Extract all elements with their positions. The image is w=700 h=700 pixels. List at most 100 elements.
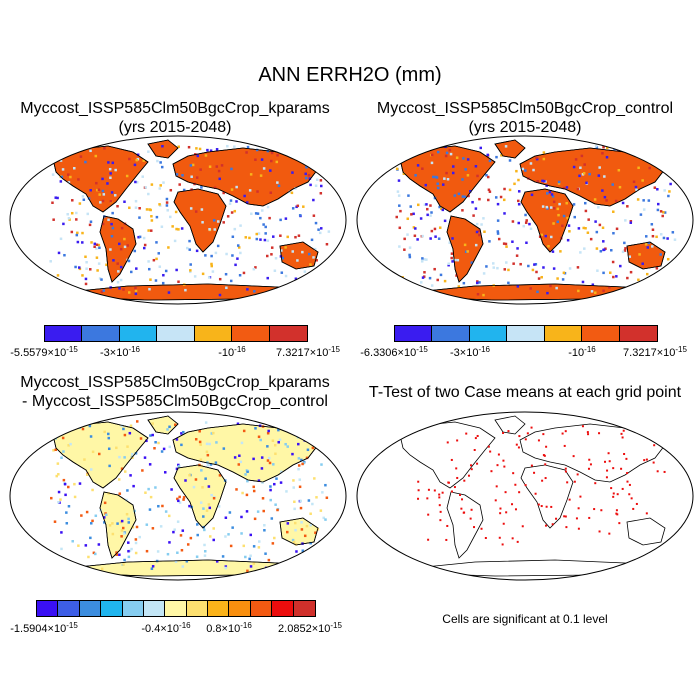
grid-cell (103, 215, 106, 218)
grid-cell (412, 226, 416, 229)
grid-cell (210, 262, 213, 266)
grid-cell (130, 452, 134, 456)
grid-cell (275, 477, 278, 480)
grid-cell (201, 272, 205, 276)
grid-cell (323, 150, 327, 154)
colorbar-difference-label-max: 2.0852×10-15 (278, 621, 342, 635)
grid-cell (524, 169, 527, 172)
grid-cell (275, 160, 279, 164)
grid-cell (239, 224, 242, 227)
grid-cell (181, 529, 185, 532)
grid-cell (147, 150, 150, 153)
grid-cell (143, 456, 147, 459)
colorbar-kparams-label-3: -10-16 (218, 345, 246, 359)
grid-cell (273, 482, 276, 486)
grid-cell (527, 264, 530, 268)
map-panel-control (356, 135, 694, 305)
grid-cell (57, 251, 61, 255)
grid-cell (116, 262, 119, 265)
grid-cell (559, 250, 562, 253)
grid-cell (398, 226, 402, 230)
grid-cell (438, 205, 441, 209)
grid-cell (516, 247, 519, 250)
grid-cell (577, 227, 581, 230)
grid-cell (399, 209, 402, 213)
grid-cell (103, 430, 106, 434)
grid-cell (235, 200, 238, 203)
grid-cell (322, 516, 326, 520)
significant-cell (497, 453, 500, 456)
map-panel-difference (9, 411, 347, 581)
grid-cell (499, 195, 503, 199)
significant-cell (456, 439, 459, 442)
grid-cell (653, 279, 656, 282)
grid-cell (444, 154, 448, 158)
grid-cell (476, 174, 479, 178)
grid-cell (127, 521, 131, 524)
grid-cell (535, 157, 539, 161)
significant-cell (604, 460, 607, 463)
grid-cell (482, 272, 486, 275)
grid-cell (294, 277, 298, 280)
grid-cell (81, 274, 84, 277)
grid-cell (474, 165, 478, 168)
significant-cell (417, 497, 420, 500)
grid-cell (52, 218, 55, 221)
grid-cell (248, 189, 252, 192)
significant-cell (516, 540, 519, 543)
significant-cell (537, 439, 540, 442)
grid-cell (115, 553, 119, 556)
grid-cell (594, 144, 598, 148)
grid-cell (286, 522, 290, 525)
grid-cell (94, 552, 97, 556)
grid-cell (429, 237, 432, 240)
grid-cell (63, 482, 67, 486)
grid-cell (256, 510, 260, 513)
grid-cell (172, 530, 175, 534)
significant-cell (417, 489, 420, 492)
grid-cell (655, 235, 658, 239)
coastline (172, 147, 319, 207)
grid-cell (188, 248, 192, 251)
significant-cell (456, 476, 459, 479)
grid-cell (168, 425, 171, 429)
grid-cell (187, 145, 191, 149)
grid-cell (204, 154, 208, 157)
grid-cell (276, 181, 279, 184)
grid-cell (461, 178, 464, 181)
significant-cell (524, 484, 527, 487)
grid-cell (117, 270, 120, 273)
grid-cell (266, 276, 269, 280)
grid-cell (533, 263, 536, 266)
grid-cell (266, 205, 270, 209)
grid-cell (279, 481, 283, 484)
grid-cell (59, 180, 63, 183)
grid-cell (552, 267, 556, 270)
colorbar-swatch (232, 326, 270, 341)
grid-cell (446, 177, 450, 181)
grid-cell (302, 563, 305, 567)
grid-cell (529, 227, 533, 231)
grid-cell (299, 499, 302, 503)
grid-cell (410, 213, 413, 216)
significant-cell (450, 458, 453, 461)
colorbar-swatch (507, 326, 545, 341)
grid-cell (643, 145, 646, 149)
grid-cell (159, 525, 163, 528)
grid-cell (503, 187, 506, 191)
grid-cell (261, 481, 264, 484)
grid-cell (612, 275, 615, 279)
significant-cell (541, 479, 544, 482)
grid-cell (51, 173, 55, 176)
grid-cell (90, 522, 93, 525)
grid-cell (395, 144, 398, 147)
grid-cell (488, 190, 492, 193)
significant-cell (663, 470, 666, 473)
grid-cell (67, 173, 70, 176)
grid-cell (212, 527, 215, 530)
grid-cell (242, 271, 246, 275)
grid-cell (595, 247, 599, 250)
grid-cell (562, 271, 566, 275)
grid-cell (396, 190, 400, 193)
grid-cell (208, 442, 211, 446)
